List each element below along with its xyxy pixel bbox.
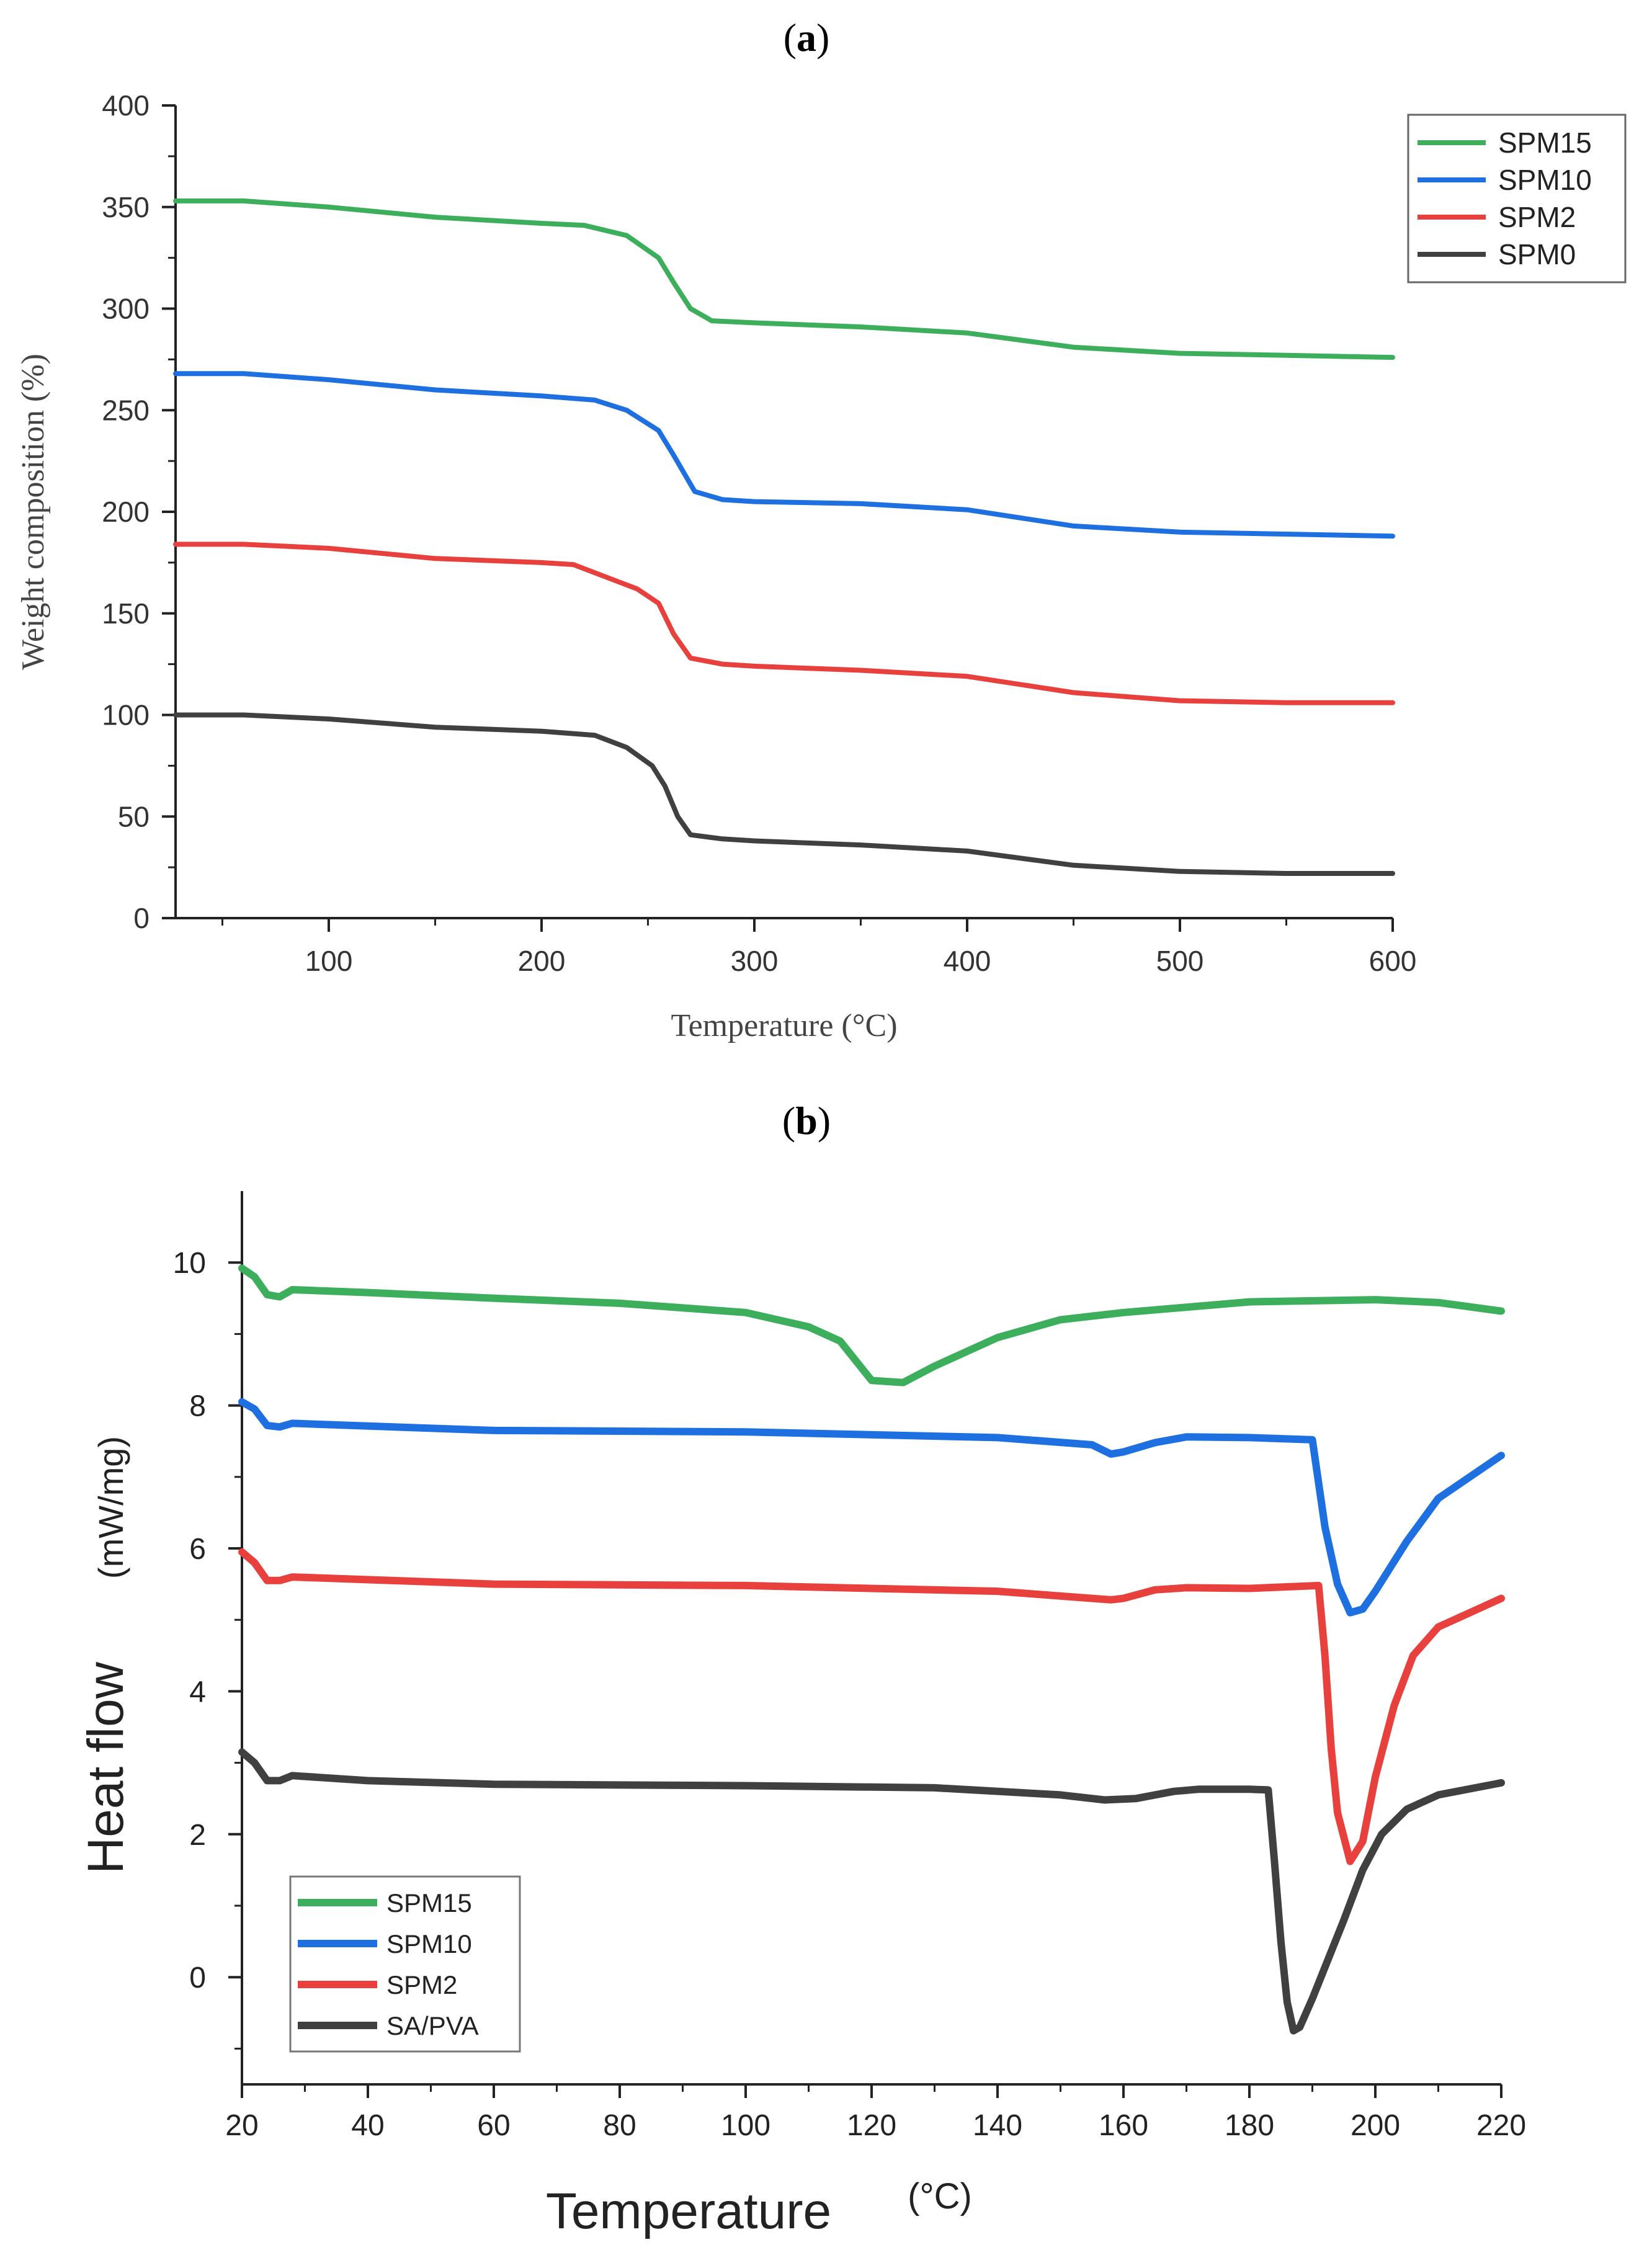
b-x-tick-label: 200 [1351,2109,1400,2142]
b-x-tick-label: 180 [1225,2109,1274,2142]
b-y-axis-unit: (mW/mg) [91,1436,130,1579]
a-y-axis-label: Weight composition (%) [16,354,51,670]
a-x-tick-label: 600 [1369,945,1417,977]
panel-b-letter: b [795,1099,818,1143]
b-legend-label-spm15: SPM15 [386,1888,472,1917]
panel-b-label: (b) [782,1099,831,1143]
b-y-tick-label: 4 [189,1676,206,1708]
a-series-line-spm0 [173,712,1395,876]
a-x-tick-label: 300 [731,945,779,977]
a-x-tick-label: 500 [1156,945,1204,977]
b-x-tick-label: 80 [603,2109,636,2142]
chart-a: 0 50 100 150 200 250 300 350 400 100 200 300 400 500 6… [16,89,1627,1043]
panel-a-letter: a [797,16,816,60]
a-y-tick-label: 100 [102,699,150,731]
chart-b: 0 2 4 6 8 10 20 40 60 80 100 120 140 160 180 200 220 Temp… [78,1191,1526,2239]
b-y-tick-label: 10 [173,1247,206,1280]
a-legend-label-spm0: SPM0 [1498,238,1576,270]
a-series-line-spm10 [173,371,1395,539]
a-y-tick-label: 0 [133,902,150,934]
b-y-tick-label: 2 [189,1819,206,1852]
b-series-line-spm10 [238,1398,1505,1617]
a-series-line-spm2 [173,542,1395,705]
a-y-tick-label: 200 [102,496,150,528]
a-y-tick-label: 150 [102,597,150,630]
a-y-tick-label: 50 [118,800,150,833]
b-x-tick-label: 40 [351,2109,384,2142]
a-y-tick-label: 300 [102,293,150,325]
a-x-axis-label: Temperature (°C) [671,1008,897,1043]
a-x-tick-label: 100 [305,945,353,977]
b-x-tick-label: 120 [847,2109,896,2142]
b-x-tick-label: 60 [477,2109,510,2142]
b-series-line-spm15 [238,1264,1505,1386]
a-y-tick-label: 400 [102,89,150,122]
a-y-tick-label: 350 [102,191,150,223]
b-y-tick-label: 0 [189,1962,206,1994]
b-legend-label-spm10: SPM10 [386,1929,472,1958]
a-x-tick-label: 200 [518,945,566,977]
b-series-line-sa-pva [238,1748,1505,2035]
b-x-tick-label: 100 [721,2109,770,2142]
b-x-axis-label: Temperature [546,2183,831,2239]
b-x-tick-label: 160 [1099,2109,1148,2142]
b-x-axis-unit: (°C) [908,2176,972,2217]
b-x-tick-label: 220 [1476,2109,1526,2142]
a-y-tick-label: 250 [102,394,150,426]
b-series-line-spm2 [238,1548,1505,1865]
b-legend-label-spm2: SPM2 [386,1970,457,1999]
b-y-axis-label: Heat flow [78,1661,134,1874]
b-legend-label-sa-pva: SA/PVA [386,2011,479,2040]
b-y-tick-label: 6 [189,1533,206,1566]
b-y-tick-label: 8 [189,1390,206,1423]
a-legend-label-spm2: SPM2 [1498,201,1576,233]
panel-a-label: (a) [784,16,830,60]
a-legend-label-spm10: SPM10 [1498,164,1592,196]
b-x-tick-label: 20 [225,2109,258,2142]
a-series-line-spm15 [173,198,1395,360]
a-legend-label-spm15: SPM15 [1498,127,1592,159]
b-x-tick-label: 140 [973,2109,1022,2142]
a-x-tick-label: 400 [944,945,991,977]
